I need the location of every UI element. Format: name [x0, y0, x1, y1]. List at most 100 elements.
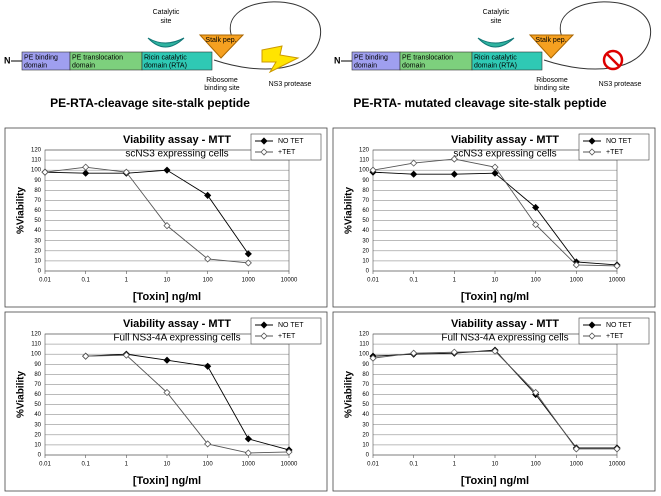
- diagram-label: N: [4, 55, 11, 65]
- y-tick-label: 70: [362, 382, 369, 388]
- x-tick-label: 10: [164, 462, 171, 468]
- data-point: [244, 435, 252, 443]
- y-tick-label: 40: [34, 228, 41, 234]
- stalk-triangle: [528, 34, 575, 59]
- data-point: [572, 261, 580, 269]
- data-point: [613, 445, 621, 453]
- chart-subtitle: Full NS3-4A expressing cells: [113, 333, 240, 344]
- y-tick-label: 0: [38, 269, 42, 275]
- x-tick-label: 10: [492, 278, 499, 284]
- y-axis-label: %Viability: [16, 371, 27, 418]
- loop: [543, 1, 651, 70]
- x-tick-label: 10000: [609, 462, 626, 468]
- diagram-label: Ricin catalytic: [144, 54, 187, 61]
- legend-label: +TET: [278, 333, 296, 340]
- data-point: [204, 440, 212, 448]
- diagram-label: domain: [24, 62, 47, 69]
- data-point: [613, 262, 621, 270]
- y-tick-label: 10: [362, 442, 369, 448]
- data-point: [204, 362, 212, 370]
- diagram-label: PE translocation: [402, 54, 453, 61]
- legend-label: NO TET: [278, 138, 304, 145]
- diagram-label: binding site: [534, 85, 570, 92]
- data-point: [82, 352, 90, 360]
- domain-box: [471, 51, 543, 71]
- x-tick-label: 100: [203, 462, 214, 468]
- data-point: [532, 388, 540, 397]
- diagram-label: NS3 protease: [269, 81, 312, 88]
- y-tick-label: 50: [34, 218, 41, 224]
- data-point: [204, 255, 212, 263]
- diagram-label: PE binding: [354, 54, 388, 61]
- catalytic-cup: [477, 37, 515, 48]
- y-tick-label: 60: [34, 208, 41, 214]
- x-axis-label: [Toxin] ng/ml: [461, 291, 529, 303]
- y-tick-label: 60: [34, 392, 41, 398]
- data-point: [82, 163, 90, 171]
- data-point: [410, 349, 418, 357]
- data-point: [244, 449, 252, 457]
- legend-label: +TET: [278, 149, 296, 156]
- diagram-label: NS3 protease: [599, 81, 642, 88]
- y-tick-label: 90: [34, 362, 41, 368]
- y-tick-label: 40: [34, 412, 41, 418]
- series-line: [85, 353, 290, 451]
- legend-label: NO TET: [278, 322, 304, 329]
- legend-label: +TET: [606, 149, 624, 156]
- y-tick-label: 10: [34, 258, 41, 264]
- data-point: [572, 445, 580, 453]
- y-axis-label: %Viability: [16, 187, 27, 234]
- diagram-label: Stalk pep.: [205, 37, 236, 44]
- chart-title: Viability assay - MTT: [123, 134, 231, 146]
- x-tick-label: 0.1: [81, 462, 90, 468]
- diagram-label: PE binding: [24, 54, 58, 61]
- y-tick-label: 10: [362, 258, 369, 264]
- diagram-label: Ricin catalytic: [474, 54, 517, 61]
- diagram-label: site: [491, 18, 502, 25]
- x-tick-label: 1000: [570, 462, 584, 468]
- diagram-label: site: [161, 18, 172, 25]
- y-tick-label: 60: [362, 208, 369, 214]
- data-point: [410, 170, 418, 178]
- x-tick-label: 10: [492, 462, 499, 468]
- data-point: [244, 250, 252, 258]
- x-axis-label: [Toxin] ng/ml: [133, 291, 201, 303]
- y-axis-label: %Viability: [344, 371, 355, 418]
- chart-subtitle: scNS3 expressing cells: [453, 149, 556, 160]
- y-axis-label: %Viability: [344, 187, 355, 234]
- y-tick-label: 20: [34, 248, 41, 254]
- loop: [213, 1, 321, 70]
- x-tick-label: 0.1: [409, 462, 418, 468]
- legend-box: [578, 133, 650, 161]
- chart-title: Viability assay - MTT: [451, 318, 559, 330]
- y-tick-label: 80: [362, 372, 369, 378]
- x-tick-label: 100: [531, 462, 542, 468]
- diagram-label: Stalk pep.: [535, 37, 566, 44]
- x-tick-label: 0.01: [367, 462, 379, 468]
- catalytic-cup: [147, 37, 185, 48]
- x-tick-label: 0.01: [39, 462, 51, 468]
- diagram-label: Ribosome: [536, 77, 568, 84]
- legend-label: +TET: [606, 333, 624, 340]
- x-tick-label: 10000: [281, 462, 298, 468]
- data-point: [285, 448, 293, 456]
- data-point: [369, 354, 377, 362]
- x-tick-label: 10000: [281, 278, 298, 284]
- x-axis-label: [Toxin] ng/ml: [461, 475, 529, 487]
- data-point: [82, 169, 90, 177]
- legend-marker: [260, 321, 268, 329]
- chart-title: Viability assay - MTT: [451, 134, 559, 146]
- x-tick-label: 100: [203, 278, 214, 284]
- data-point: [244, 259, 252, 267]
- y-tick-label: 110: [359, 158, 369, 164]
- data-point: [410, 159, 418, 167]
- diagram-label: domain (RTA): [474, 62, 517, 69]
- data-point: [204, 191, 212, 199]
- y-tick-label: 100: [31, 168, 42, 174]
- domain-box: [141, 51, 213, 71]
- data-point: [450, 348, 458, 356]
- y-tick-label: 80: [34, 188, 41, 194]
- stalk-triangle: [198, 34, 245, 59]
- y-tick-label: 120: [31, 148, 42, 154]
- y-tick-label: 90: [362, 178, 369, 184]
